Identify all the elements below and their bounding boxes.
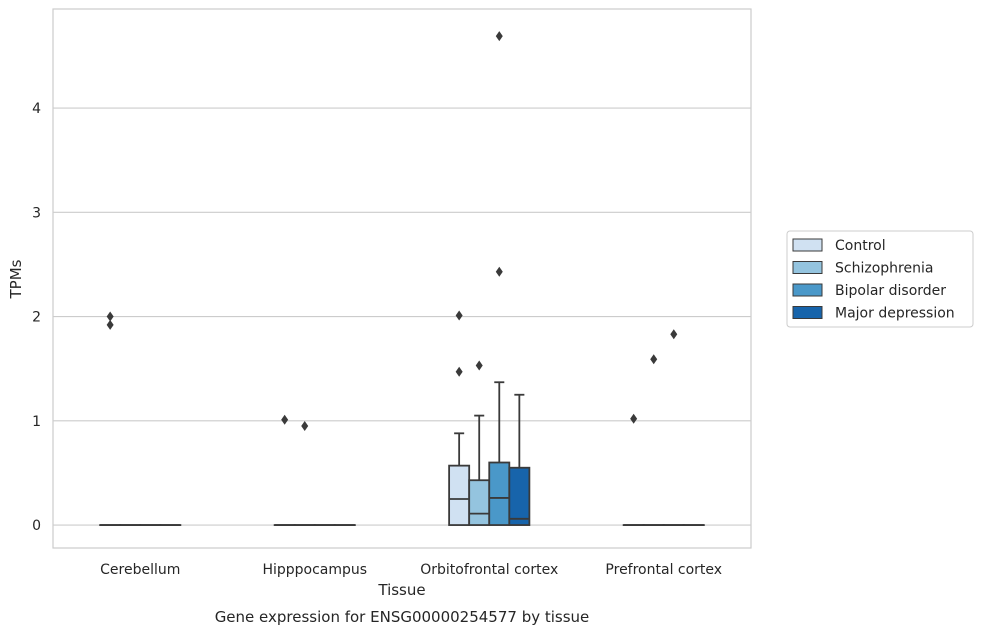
outlier-point <box>670 329 678 340</box>
box-body <box>448 464 471 526</box>
y-tick-label: 4 <box>32 101 41 117</box>
y-tick-label: 0 <box>32 518 41 534</box>
x-tick-label: Hipppocampus <box>262 562 367 578</box>
y-tick-label: 3 <box>32 205 41 221</box>
box-body <box>508 466 531 526</box>
outlier-point <box>281 414 289 425</box>
outlier-point <box>630 413 638 424</box>
outlier-point <box>650 354 658 365</box>
y-tick-label: 2 <box>32 310 41 326</box>
y-tick-labels: 0 1 2 3 4 <box>32 101 41 534</box>
legend-swatch <box>792 283 823 297</box>
x-tick-label: Prefrontal cortex <box>605 562 722 578</box>
legend-label: Control <box>835 238 886 254</box>
x-tick-label: Orbitofrontal cortex <box>420 562 558 578</box>
box-control <box>448 310 471 526</box>
x-axis-label: Tissue <box>377 581 425 599</box>
x-tick-labels: Cerebellum Hipppocampus Orbitofrontal cort… <box>100 562 722 578</box>
x-tick-label: Cerebellum <box>100 562 180 578</box>
legend-swatch <box>792 306 823 319</box>
legend-label: Bipolar disorder <box>835 283 946 299</box>
outlier-point <box>106 311 114 322</box>
box-body <box>488 461 511 526</box>
legend-label: Schizophrenia <box>835 261 933 277</box>
legend-label: Major depression <box>835 306 955 322</box>
outlier-point <box>455 366 463 377</box>
outlier-point <box>455 310 463 321</box>
outlier-point <box>106 319 114 330</box>
legend-swatch <box>792 238 823 252</box>
box-control <box>273 414 296 526</box>
outlier-point <box>301 421 309 432</box>
chart-title: Gene expression for ENSG00000254577 by t… <box>215 608 590 626</box>
box-major-depression <box>508 393 531 526</box>
y-tick-label: 1 <box>32 414 41 430</box>
outlier-point <box>495 266 503 277</box>
outlier-point <box>475 360 483 371</box>
legend: Control Schizophrenia Bipolar disorder Majo… <box>786 230 974 328</box>
box-control <box>99 311 122 526</box>
outlier-point <box>495 31 503 42</box>
legend-swatch <box>792 261 823 274</box>
boxes <box>99 31 705 526</box>
plot-area <box>52 8 752 549</box>
box-body <box>468 479 491 526</box>
legend-frame <box>786 230 974 328</box>
y-axis-label: TPMs <box>7 259 25 299</box>
box-schizophrenia <box>642 354 665 526</box>
